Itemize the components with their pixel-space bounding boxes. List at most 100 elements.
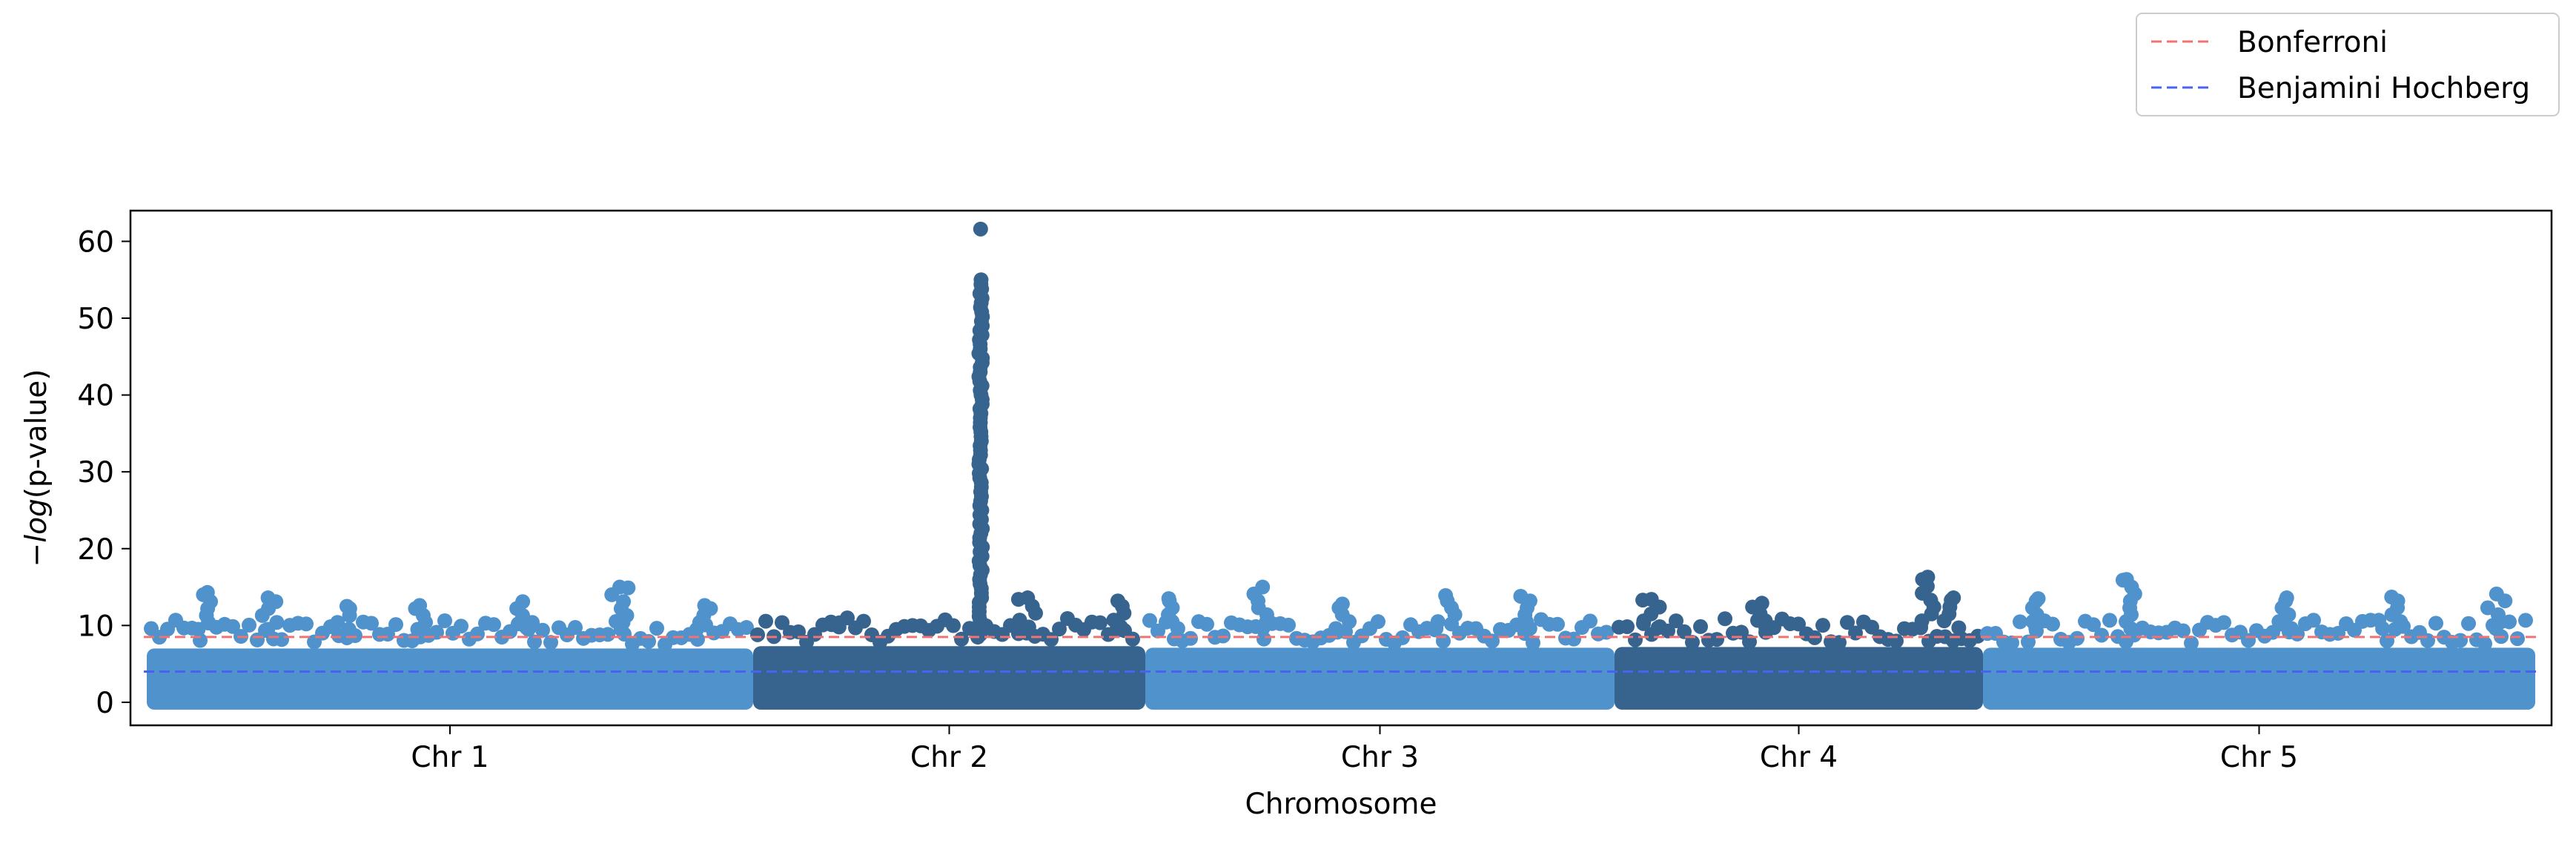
snp-point [1513,588,1529,604]
snp-point [388,617,403,633]
plot-frame [129,209,2553,727]
snp-point [2119,572,2134,587]
snp-point [1566,631,1581,647]
snp-point [225,619,240,634]
snp-point [775,615,789,630]
legend-label: Bonferroni [2237,26,2388,59]
snp-point [527,634,542,650]
snp-point [1430,614,1446,630]
legend-label: Benjamini Hochberg [2237,72,2530,105]
x-tick-label: Chr 5 [2220,741,2298,774]
snp-point [1161,591,1176,607]
snp-point [1255,579,1271,595]
snp-point [1183,630,1198,646]
snp-point [600,627,615,642]
snp-point [1650,620,1666,636]
snp-point [1718,611,1732,627]
snp-point [260,590,276,606]
chromosome-series [144,579,754,710]
y-tick-label: 50 [77,303,114,336]
snp-point [1371,614,1385,630]
snp-point [2489,586,2504,601]
snp-point [2453,633,2468,648]
y-tick-label: 30 [77,456,114,489]
snp-point [339,599,354,614]
snp-point [535,622,550,638]
snp-point [1920,570,1936,585]
snp-point [1550,616,1565,632]
snp-point [2477,636,2492,651]
snp-point [1840,615,1855,630]
snp-point [242,617,256,633]
snp-point [2021,634,2036,650]
snp-point [330,615,345,630]
snp-point [750,627,765,642]
snp-point [1815,618,1830,633]
snp-point [543,635,558,650]
snp-point [1951,620,1967,636]
snp-point [2420,633,2435,648]
snp-point [1754,596,1769,611]
snp-point [697,598,712,613]
snp-point [758,613,773,629]
snp-point [2086,617,2101,633]
snp-point [437,613,452,628]
snp-point [1334,596,1350,612]
snp-point [1709,632,1724,647]
snp-point [2102,613,2117,628]
snp-point [739,620,754,636]
snp-point [199,584,215,600]
snp-point [2045,616,2060,632]
snp-point [973,221,988,237]
chromosome-series [750,221,1145,710]
snp-point [1020,590,1036,606]
snp-point [649,621,664,636]
snp-point [364,616,379,631]
snp-point [612,579,628,595]
snp-point [341,622,357,637]
snp-point [1438,587,1454,603]
snp-point [2094,627,2109,643]
x-tick-label: Chr 3 [1341,741,1419,774]
dense-point-band [753,646,1145,710]
points-layer [144,221,2535,710]
dense-point-band [1983,647,2535,710]
snp-point [486,617,501,633]
dense-point-band [1615,647,1983,710]
threshold-lines [144,636,2540,673]
snp-point [1669,613,1683,629]
x-tick-label: Chr 4 [1760,741,1838,774]
chromosome-series [1142,579,1615,710]
snp-point [946,618,961,633]
x-tick-label: Chr 2 [910,741,988,774]
snp-point [1583,613,1597,629]
y-tick-label: 60 [77,225,114,259]
snp-point [1110,593,1125,609]
y-tick-label: 10 [77,610,114,643]
snp-point [269,615,285,630]
snp-point [616,594,632,610]
snp-point [1693,619,1708,634]
snp-point [1199,616,1214,632]
snp-point [1328,621,1344,636]
snp-point [2510,631,2525,647]
chromosome-series [1612,570,1985,710]
snp-point [1012,613,1027,628]
dense-point-band [147,648,753,710]
y-tick-label: 0 [96,687,114,720]
snp-point [1946,590,1961,606]
snp-point [2306,613,2321,628]
snp-point [791,624,806,639]
snp-point [1052,622,1067,637]
snp-point [2013,614,2027,630]
snp-point [274,632,289,647]
x-axis-label: Chromosome [1245,788,1437,821]
snp-point [299,616,314,632]
snp-point [1044,632,1059,647]
snp-point [1628,632,1643,647]
snp-point [2480,600,2495,616]
dense-point-band [1145,647,1615,710]
snp-point [824,617,839,633]
y-tick-label: 40 [77,380,114,413]
